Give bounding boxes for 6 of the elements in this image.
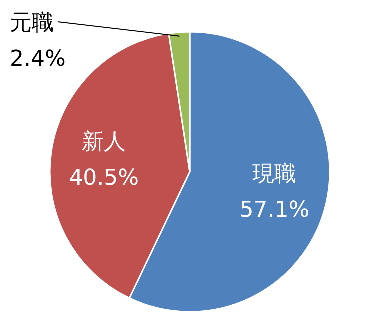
slice-label: 現職	[252, 162, 297, 188]
slice-label: 新人	[82, 130, 126, 156]
slice-label: 元職	[10, 11, 54, 36]
data-label: 40.5%	[69, 166, 140, 192]
data-label: 2.4%	[10, 47, 66, 72]
data-label: 57.1%	[240, 198, 310, 224]
